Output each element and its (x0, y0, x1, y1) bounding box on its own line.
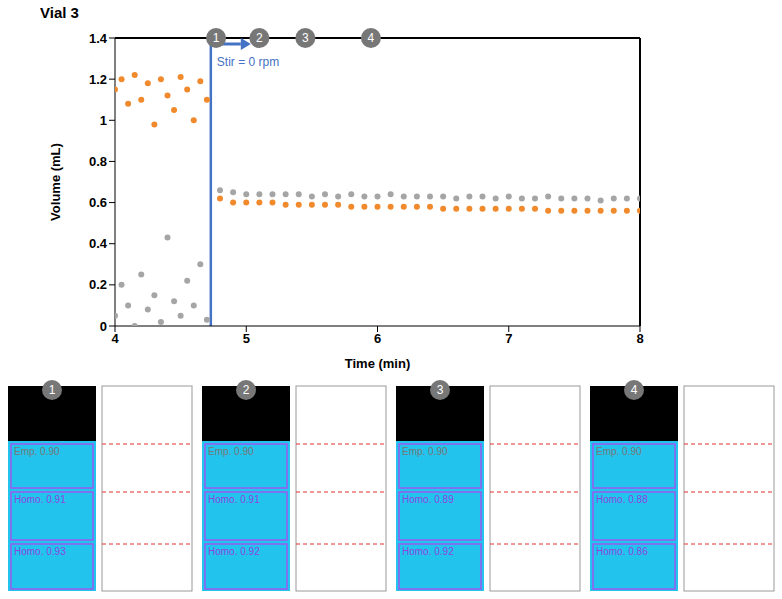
svg-text:4: 4 (368, 31, 375, 45)
svg-text:3: 3 (437, 383, 444, 397)
svg-text:0: 0 (100, 319, 107, 334)
svg-text:Homo. 0.91: Homo. 0.91 (14, 494, 66, 505)
html-text:Vial 3: Vial 3 (40, 4, 79, 21)
svg-text:Emp. 0.90: Emp. 0.90 (14, 446, 60, 457)
svg-text:Time (min): Time (min) (345, 356, 411, 371)
svg-text:Stir = 0 rpm: Stir = 0 rpm (217, 55, 279, 69)
svg-text:1: 1 (49, 383, 56, 397)
svg-text:2: 2 (256, 31, 263, 45)
svg-text:Homo. 0.93: Homo. 0.93 (14, 546, 66, 557)
svg-text:Homo. 0.92: Homo. 0.92 (402, 546, 454, 557)
svg-text:Homo. 0.91: Homo. 0.91 (208, 494, 260, 505)
svg-text:Homo. 0.88: Homo. 0.88 (596, 494, 648, 505)
svg-text:8: 8 (636, 331, 643, 346)
svg-text:Emp. 0.90: Emp. 0.90 (208, 446, 254, 457)
svg-text:3: 3 (302, 31, 309, 45)
svg-text:2: 2 (243, 383, 250, 397)
svg-text:4: 4 (631, 383, 638, 397)
svg-text:0.6: 0.6 (89, 195, 107, 210)
svg-text:1.4: 1.4 (89, 31, 108, 46)
svg-text:Homo. 0.92: Homo. 0.92 (208, 546, 260, 557)
svg-text:0.2: 0.2 (89, 277, 107, 292)
svg-text:1.2: 1.2 (89, 72, 107, 87)
svg-text:1: 1 (213, 31, 220, 45)
svg-text:6: 6 (374, 331, 381, 346)
svg-text:Emp. 0.90: Emp. 0.90 (402, 446, 448, 457)
svg-text:Homo. 0.86: Homo. 0.86 (596, 546, 648, 557)
svg-text:Homo. 0.89: Homo. 0.89 (402, 494, 454, 505)
svg-text:Emp. 0.90: Emp. 0.90 (596, 446, 642, 457)
svg-text:Volume (mL): Volume (mL) (48, 143, 63, 221)
svg-text:1: 1 (100, 113, 107, 128)
svg-text:7: 7 (505, 331, 512, 346)
svg-text:5: 5 (243, 331, 250, 346)
svg-text:0.8: 0.8 (89, 154, 107, 169)
svg-text:0.4: 0.4 (89, 236, 108, 251)
svg-text:4: 4 (111, 331, 119, 346)
